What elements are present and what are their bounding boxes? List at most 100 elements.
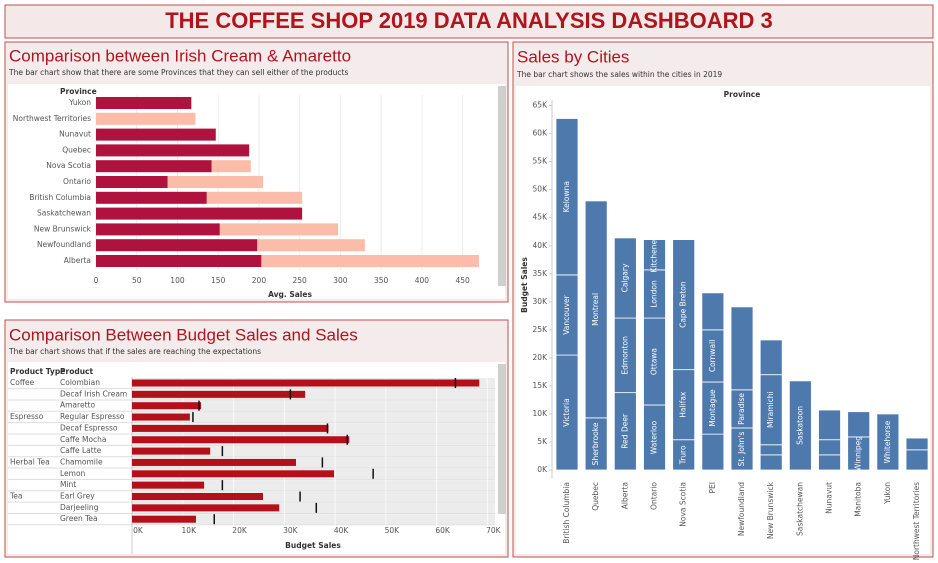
x-tick-label: 70K [486, 526, 502, 535]
row-band [132, 491, 495, 502]
row-label: Amaretto [60, 401, 95, 410]
x-axis-label: Avg. Sales [268, 290, 312, 299]
bar [132, 493, 263, 500]
segment-label: Montreal [591, 293, 600, 326]
scrollbar[interactable] [498, 86, 506, 286]
axis-header: Province [724, 90, 761, 99]
row-label: Caffe Mocha [60, 435, 107, 444]
panel-subtitle: The bar chart shows the sales within the… [516, 70, 722, 79]
group-label: Espresso [10, 412, 44, 421]
bar-segment [847, 411, 871, 438]
segment-label: Red Deer [620, 413, 629, 449]
y-tick-label: 20K [533, 353, 549, 362]
segment-label: Miramichi [766, 391, 775, 428]
target-marker [372, 468, 374, 479]
y-tick-label: 35K [533, 269, 549, 278]
target-marker [321, 457, 324, 468]
y-tick-label: Alberta [64, 256, 91, 265]
x-tick-label: 20K [232, 526, 248, 535]
bar-segment [876, 413, 900, 471]
bar [96, 239, 258, 252]
row-band [132, 514, 495, 525]
panel-title: Comparison between Irish Cream & Amarett… [9, 46, 351, 65]
segment-label: Saskatoon [795, 406, 804, 445]
column-header: Product [60, 367, 94, 376]
bar [96, 191, 207, 204]
x-tick-label: Alberta [620, 482, 629, 509]
target-marker [221, 446, 224, 457]
row-label: Chamomile [60, 457, 103, 466]
segment-label: Halifax [679, 391, 688, 418]
bar [96, 207, 303, 220]
x-tick-label: 100 [170, 276, 185, 285]
bar [257, 239, 365, 252]
bar [132, 436, 350, 444]
panel-subtitle: The bar chart show that there are some P… [8, 68, 348, 77]
row-band [132, 412, 495, 423]
title-bar [4, 4, 934, 39]
bar [96, 160, 212, 173]
y-tick-label: Ontario [63, 177, 91, 186]
x-tick-label: Quebec [591, 482, 600, 511]
bar [132, 402, 202, 410]
segment-label: Kelowna [562, 181, 571, 212]
bar [167, 176, 264, 188]
row-label: Darjeeling [60, 503, 99, 512]
y-axis-label: Budget Sales [520, 257, 529, 313]
bar-segment [613, 237, 637, 319]
segment-label: Paradise [737, 393, 746, 425]
scrollbar[interactable] [498, 364, 506, 514]
x-tick-label: 30K [283, 526, 299, 535]
bar-segment [759, 444, 783, 456]
row-label: Colombian [60, 378, 100, 387]
row-label: Lemon [60, 469, 86, 478]
target-marker [454, 378, 457, 388]
segment-label: Cape Breton [679, 281, 688, 328]
segment-label: Winnipeg [854, 436, 863, 471]
segment-label: Kitchener [650, 236, 659, 273]
y-tick-label: 30K [533, 297, 549, 306]
y-tick-label: New Brunswick [34, 224, 92, 233]
row-label: Decaf Espresso [60, 423, 118, 432]
x-tick-label: 50 [132, 276, 142, 285]
x-tick-label: Yukon [883, 482, 892, 505]
segment-label: Ottawa [650, 348, 659, 375]
bar [206, 191, 303, 204]
bar-segment [818, 454, 841, 471]
group-label: Tea [9, 492, 23, 501]
bar [132, 379, 480, 387]
x-tick-label: Saskatchewan [795, 482, 804, 536]
segment-label: Waterloo [650, 420, 659, 454]
bar [132, 424, 329, 432]
y-tick-label: 10K [533, 409, 549, 418]
segment-label: Victoria [562, 398, 571, 426]
target-marker [315, 502, 318, 513]
y-tick-label: 65K [533, 101, 549, 110]
x-tick-label: 0K [133, 526, 144, 535]
x-tick-label: 50K [385, 526, 401, 535]
bar [96, 223, 220, 236]
bar-segment [555, 118, 579, 276]
segment-label: Whitehorse [883, 420, 892, 463]
y-tick-label: Yukon [68, 98, 91, 107]
row-band [132, 457, 495, 468]
x-tick-label: Ontario [650, 482, 659, 510]
dashboard-title: THE COFFEE SHOP 2019 DATA ANALYSIS DASHB… [165, 8, 773, 33]
y-tick-label: 0K [537, 465, 548, 474]
panel-title: Comparison Between Budget Sales and Sale… [9, 325, 358, 344]
bar [132, 413, 190, 421]
x-tick-label: Nova Scotia [679, 482, 688, 527]
bar [96, 144, 250, 157]
target-marker [346, 434, 349, 445]
panel-subtitle: The bar chart shows that if the sales ar… [8, 347, 261, 356]
target-marker [289, 389, 292, 400]
bar-segment [905, 449, 929, 471]
row-label: Caffe Latte [60, 446, 102, 455]
bar-segment [818, 439, 841, 456]
y-tick-label: 50K [533, 185, 549, 194]
y-tick-label: 55K [533, 157, 549, 166]
x-tick-label: 200 [252, 276, 267, 285]
x-tick-label: 60K [435, 526, 451, 535]
group-label: Herbal Tea [10, 457, 50, 466]
segment-label: Truro [679, 445, 688, 465]
